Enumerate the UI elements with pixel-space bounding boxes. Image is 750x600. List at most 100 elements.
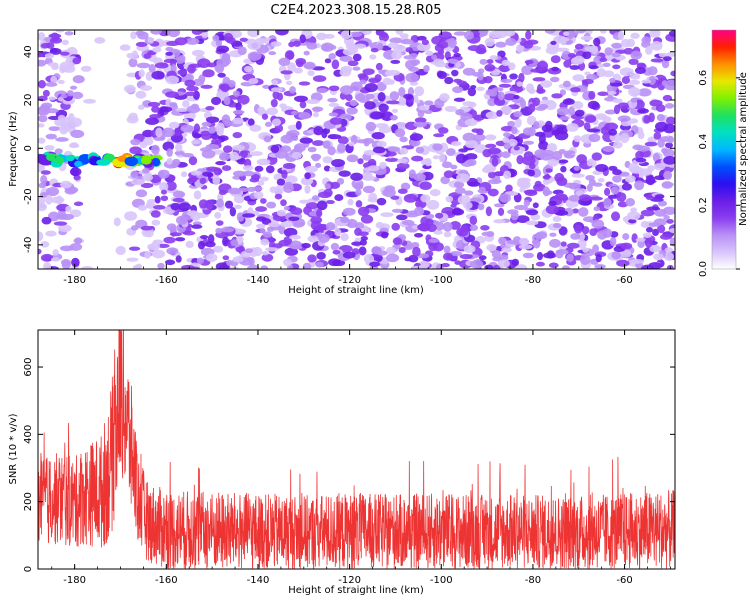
heatmap-cell: [464, 190, 474, 196]
heatmap-cell: [452, 86, 464, 94]
heatmap-cell: [432, 155, 440, 160]
heatmap-cell: [164, 259, 176, 266]
heatmap-cell: [572, 74, 585, 82]
heatmap-cell: [668, 30, 675, 37]
heatmap-cell: [602, 116, 612, 123]
heatmap-cell: [236, 236, 244, 244]
heatmap-cell: [392, 44, 407, 53]
heatmap-cell: [542, 177, 550, 185]
heatmap-cell: [38, 196, 46, 205]
heatmap-cell: [444, 76, 454, 85]
heatmap-cell: [395, 30, 404, 35]
heatmap-cell: [588, 133, 601, 143]
heatmap-cell: [586, 128, 601, 133]
heatmap-cell: [285, 80, 293, 86]
heatmap-cell: [55, 137, 69, 142]
heatmap-cell: [549, 232, 557, 237]
heatmap-cell: [389, 114, 398, 121]
heatmap-cell: [668, 227, 675, 234]
heatmap-cell: [160, 189, 167, 195]
heatmap-cell: [385, 157, 399, 163]
heatmap-cell: [206, 62, 217, 68]
heatmap-cell: [329, 117, 343, 125]
heatmap-cell: [364, 101, 376, 110]
heatmap-cell: [145, 71, 153, 81]
heatmap-cell: [201, 121, 212, 127]
heatmap-cell: [396, 214, 408, 221]
heatmap-cell: [279, 103, 287, 109]
heatmap-cell: [604, 109, 617, 115]
heatmap-cell: [175, 107, 189, 113]
heatmap-cell: [556, 126, 568, 135]
heatmap-cell: [292, 136, 299, 141]
heatmap-cell: [496, 110, 503, 117]
heatmap-cell: [503, 30, 516, 37]
heatmap-cell: [480, 225, 490, 231]
heatmap-cell: [485, 111, 499, 119]
heatmap-cell: [570, 233, 581, 240]
heatmap-cell: [326, 200, 335, 205]
heatmap-cell: [468, 101, 477, 108]
heatmap-cell: [216, 45, 230, 53]
heatmap-cell: [282, 162, 296, 170]
heatmap-cell: [55, 30, 65, 33]
heatmap-cell: [237, 46, 247, 56]
heatmap-cell: [492, 264, 501, 269]
heatmap-cell: [236, 212, 245, 222]
heatmap-cell: [611, 251, 622, 260]
heatmap-cell: [456, 227, 469, 237]
heatmap-cell: [663, 215, 670, 220]
heatmap-cell: [227, 187, 242, 195]
heatmap-cell: [312, 75, 327, 82]
heatmap-cell: [139, 141, 148, 149]
heatmap-cell: [630, 50, 643, 60]
heatmap-cell: [331, 158, 346, 168]
heatmap-cell: [270, 87, 283, 92]
heatmap-cell: [272, 90, 280, 100]
heatmap-cell: [413, 173, 426, 182]
heatmap-cell: [621, 76, 631, 85]
heatmap-cell: [447, 37, 457, 48]
heatmap-cell: [417, 253, 430, 259]
heatmap-cell: [650, 58, 664, 63]
heatmap-cell: [578, 207, 589, 217]
heatmap-cell: [215, 262, 230, 269]
heatmap-cell: [327, 134, 342, 140]
heatmap-cell: [552, 216, 562, 222]
heatmap-cell: [168, 174, 176, 181]
heatmap-cell: [620, 38, 631, 48]
heatmap-cell: [612, 64, 621, 70]
heatmap-cell: [41, 216, 52, 225]
heatmap-cell: [540, 149, 554, 157]
heatmap-cell: [64, 31, 74, 36]
heatmap-cell: [322, 140, 331, 149]
heatmap-cell: [588, 90, 596, 100]
heatmap-cell: [634, 67, 646, 74]
heatmap-cell: [659, 233, 672, 240]
heatmap-cell: [421, 39, 429, 46]
heatmap-cell: [566, 123, 579, 132]
heatmap-cell: [130, 31, 137, 40]
heatmap-cell: [568, 182, 581, 190]
heatmap-cell: [574, 224, 583, 234]
heatmap-cell: [205, 106, 215, 111]
heatmap-cell: [185, 240, 194, 249]
heatmap-cell: [40, 175, 48, 185]
heatmap-cell: [420, 194, 431, 203]
heatmap-cell: [374, 74, 382, 83]
spectrogram-y-label: Frequency (Hz): [8, 111, 19, 187]
heatmap-cell: [664, 83, 675, 91]
x-tick-label: -180: [63, 575, 86, 586]
heatmap-cell: [347, 60, 359, 67]
heatmap-cell: [270, 144, 280, 154]
heatmap-cell: [463, 30, 475, 40]
heatmap-cell: [378, 126, 392, 134]
heatmap-cell: [347, 198, 354, 206]
heatmap-cell: [589, 228, 598, 236]
heatmap-cell: [140, 225, 153, 231]
heatmap-cell: [44, 82, 58, 87]
heatmap-cell: [226, 259, 233, 266]
heatmap-cell: [498, 236, 506, 245]
heatmap-cell: [229, 266, 239, 269]
heatmap-cell: [124, 84, 136, 93]
